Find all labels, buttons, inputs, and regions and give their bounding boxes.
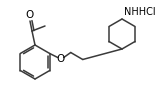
Text: NHHCl: NHHCl <box>124 7 156 17</box>
Text: O: O <box>26 10 34 19</box>
Text: O: O <box>57 53 65 63</box>
